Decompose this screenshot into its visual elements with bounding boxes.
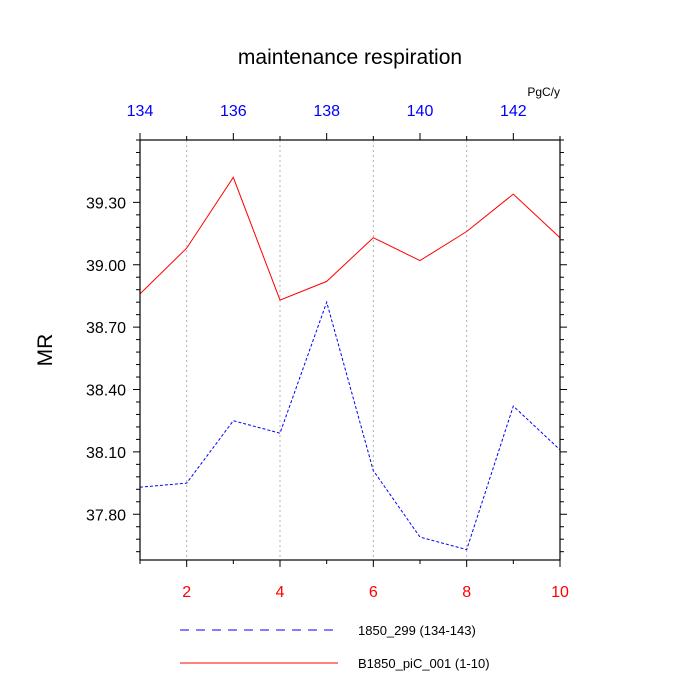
y-axis-label: MR: [34, 334, 57, 367]
x-tick-label: 4: [276, 584, 285, 601]
axis-ticks: 2 4 6 8 10 134 136 138 140 142 37.80 38.10 38.40 38.7…: [86, 103, 569, 601]
plot-frame: [139, 139, 561, 561]
top-tick-label: 138: [313, 103, 340, 120]
legend-label-1: 1850_299 (134-143): [358, 623, 476, 638]
legend-label-2: B1850_piC_001 (1-10): [358, 656, 490, 671]
series-line-1: [139, 300, 561, 551]
series-line-2: [139, 176, 561, 301]
grid-lines: [186, 140, 468, 560]
y-tick-label: 38.40: [86, 383, 126, 400]
top-tick-label: 136: [220, 103, 247, 120]
top-tick-label: 140: [407, 103, 434, 120]
y-tick-label: 39.30: [86, 195, 126, 212]
series-layer: [139, 176, 561, 551]
x-tick-label: 10: [551, 584, 569, 601]
y-tick-label: 37.80: [86, 507, 126, 524]
top-tick-label: 142: [500, 103, 527, 120]
y-tick-label: 38.10: [86, 445, 126, 462]
legend: 1850_299 (134-143) B1850_piC_001 (1-10): [180, 623, 490, 671]
x-tick-label: 8: [462, 584, 471, 601]
y-tick-label: 39.00: [86, 258, 126, 275]
x-tick-label: 6: [369, 584, 378, 601]
x-tick-label: 2: [182, 584, 191, 601]
chart-title: maintenance respiration: [238, 46, 462, 69]
top-tick-label: 134: [127, 103, 154, 120]
units-label: PgC/y: [527, 85, 560, 99]
y-tick-label: 38.70: [86, 320, 126, 337]
